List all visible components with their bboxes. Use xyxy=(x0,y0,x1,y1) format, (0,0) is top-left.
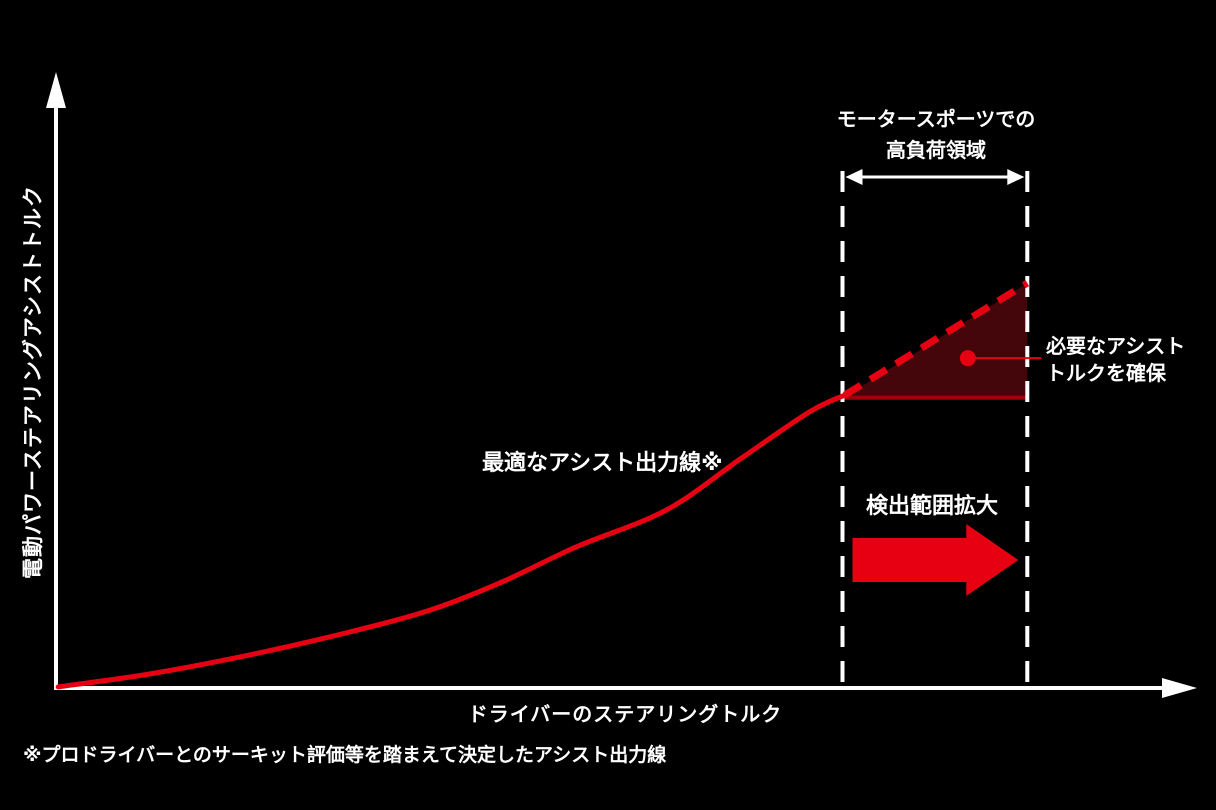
y-axis-label: 電動パワーステアリングアシストトルク xyxy=(22,184,45,580)
secured-assist-torque-label: 必要なアシスト トルクを確保 xyxy=(1046,334,1185,388)
secured-assist-torque-label-line2: トルクを確保 xyxy=(1046,363,1166,385)
high-load-region-label-line2: 高負荷領域 xyxy=(885,140,986,162)
detection-range-label: 検出範囲拡大 xyxy=(865,493,999,518)
callout-dot-icon xyxy=(959,350,976,367)
detection-range-arrow-icon xyxy=(852,524,1019,596)
footnote: ※プロドライバーとのサーキット評価等を踏まえて決定したアシスト出力線 xyxy=(23,745,667,766)
x-axis-arrowhead-icon xyxy=(1162,678,1197,698)
secured-torque-region xyxy=(844,283,1028,397)
secured-assist-torque-label-line1: 必要なアシスト xyxy=(1046,336,1186,358)
high-load-region-label: モータースポーツでの 高負荷領域 xyxy=(837,105,1036,167)
optimal-assist-line-label: 最適なアシスト出力線※ xyxy=(482,450,723,475)
band-arrowhead-left-icon xyxy=(845,169,863,185)
high-load-region-label-line1: モータースポーツでの xyxy=(836,109,1036,131)
band-arrowhead-right-icon xyxy=(1007,169,1025,185)
x-axis-label: ドライバーのステアリングトルク xyxy=(467,704,783,726)
y-axis-arrowhead-icon xyxy=(46,72,66,108)
optimal-assist-curve xyxy=(55,392,848,690)
extended-assist-dashed-line xyxy=(842,280,1030,399)
